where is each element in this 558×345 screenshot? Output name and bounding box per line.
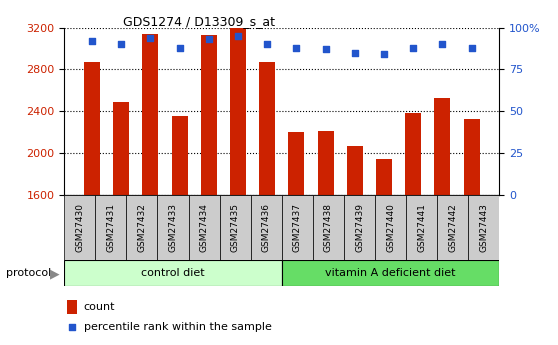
Bar [375,195,406,260]
Bar [288,132,305,195]
Text: vitamin A deficient diet: vitamin A deficient diet [325,268,456,278]
Bar [282,195,313,260]
Point [321,47,330,52]
Bar [84,62,100,195]
Point [175,45,184,50]
Text: control diet: control diet [141,268,205,278]
Text: GSM27437: GSM27437 [293,203,302,252]
Text: protocol: protocol [6,268,51,278]
Bar [434,98,450,195]
Bar [64,195,95,260]
Text: GSM27430: GSM27430 [75,203,84,252]
Bar [437,195,468,260]
Point [379,52,388,57]
Text: GDS1274 / D13309_s_at: GDS1274 / D13309_s_at [123,16,275,29]
Point [263,41,272,47]
Text: GSM27438: GSM27438 [324,203,333,252]
Bar [405,114,421,195]
Text: GSM27440: GSM27440 [386,203,395,252]
Point [467,45,476,50]
Text: GSM27431: GSM27431 [107,203,116,252]
Bar [201,35,217,195]
Bar [126,195,157,260]
Bar [157,195,189,260]
Text: GSM27436: GSM27436 [262,203,271,252]
Text: ▶: ▶ [50,267,60,280]
Point [292,45,301,50]
Bar [282,260,499,286]
Text: count: count [84,302,115,312]
Point [438,41,447,47]
Bar [347,146,363,195]
Bar [220,195,251,260]
Point [88,38,97,44]
Bar [251,195,282,260]
Text: GSM27432: GSM27432 [137,203,146,252]
Bar [344,195,375,260]
Point [204,37,213,42]
Text: GSM27443: GSM27443 [479,203,488,252]
Point [408,45,417,50]
Text: GSM27442: GSM27442 [448,203,457,252]
Bar [313,195,344,260]
Text: percentile rank within the sample: percentile rank within the sample [84,322,272,332]
Bar [464,119,480,195]
Bar [468,195,499,260]
Point [117,41,126,47]
Bar [64,260,282,286]
Bar [230,28,246,195]
Point [68,324,76,330]
Bar [376,159,392,195]
Text: GSM27439: GSM27439 [355,203,364,252]
Bar [67,300,78,314]
Bar [318,131,334,195]
Bar [259,62,275,195]
Bar [113,102,129,195]
Text: GSM27441: GSM27441 [417,203,426,252]
Text: GSM27434: GSM27434 [200,203,209,252]
Bar [406,195,437,260]
Text: GSM27433: GSM27433 [169,203,177,252]
Point [350,50,359,56]
Point [146,35,155,40]
Bar [142,34,158,195]
Bar [95,195,126,260]
Bar [189,195,220,260]
Text: GSM27435: GSM27435 [230,203,239,252]
Bar [171,117,187,195]
Point [234,33,243,39]
